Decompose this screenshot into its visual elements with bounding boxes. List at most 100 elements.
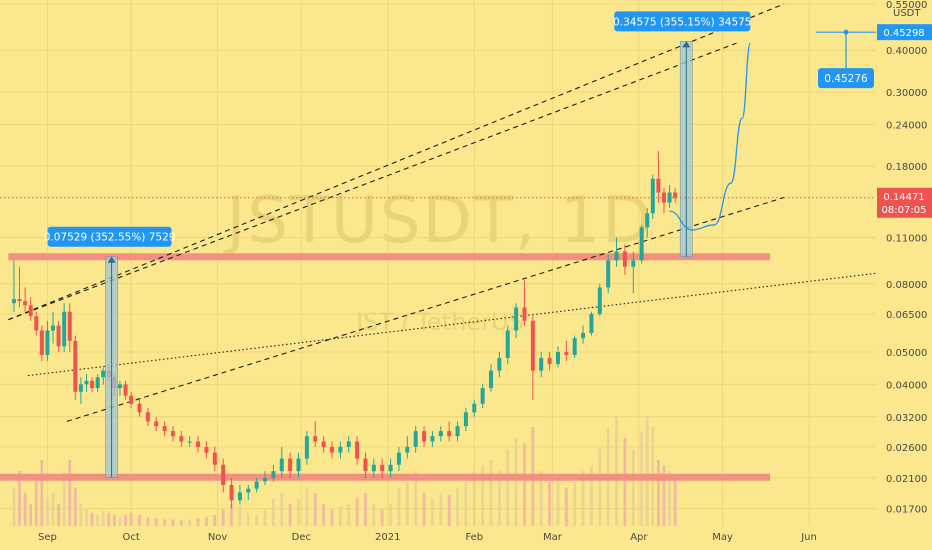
candle-body [522,307,527,321]
volume-bar [188,519,192,526]
x-tick-label: Oct [122,532,139,543]
volume-bar [205,517,208,526]
candle-body [17,299,22,302]
volume-bar [40,460,44,526]
price-badges: 0.14471 08:07:05 0.45298 [877,24,932,218]
candle [656,150,661,203]
candle [162,421,167,437]
volume-bar [213,515,217,526]
candle [338,441,343,459]
target-callout-label: 0.45276 [824,73,868,85]
candle-body [497,357,502,371]
candle [39,325,44,362]
candle-body [455,426,460,437]
trendlines[interactable] [8,3,877,422]
volume-bar [322,504,326,526]
y-tick-label: 0.11000 [886,234,927,245]
candle-body [179,436,184,442]
x-tick-label: Feb [465,532,483,543]
candle-body [254,481,259,489]
support-zones[interactable] [0,253,770,481]
projection-path[interactable] [669,42,752,231]
candle [95,373,100,392]
candle [555,346,560,368]
trendline-2[interactable] [66,196,785,422]
volume-bar [288,504,292,526]
volume-bar [221,509,225,526]
support-zone-1[interactable] [0,473,770,481]
y-tick-label: 0.55000 [886,0,927,11]
candle [73,335,78,400]
support-zone-0[interactable] [8,253,770,261]
volume-bar [397,487,401,526]
candle [438,426,443,442]
volume-bar [581,471,585,526]
volume-bar [85,509,88,526]
candle-body [78,384,83,392]
volume-bar [280,493,284,526]
candle [137,399,142,417]
measure-tools[interactable]: 0.07529 (352.55%) 7529 0.34575 (355.15%) … [44,11,752,478]
candle-body [673,192,678,198]
time-axis-panel [0,526,876,550]
candle [321,436,326,453]
volume-bar [34,476,38,526]
candle [313,421,318,447]
candle [329,441,334,459]
candle-body [505,330,510,358]
volume-bar [57,504,60,526]
candle [639,224,644,264]
candle [296,452,301,478]
trendline-0[interactable] [8,42,737,321]
volume-bar [118,517,122,526]
volume-bar [196,518,200,526]
candle [447,421,452,442]
x-tick-label: Apr [630,532,648,543]
volume-bar [497,471,501,526]
candle-body [555,352,560,365]
candle-body [246,488,251,493]
candle [204,441,209,459]
candle-body [631,260,636,267]
candle-body [51,325,56,331]
candle-body [187,441,192,443]
candle [463,407,468,432]
y-tick-label: 0.18000 [886,162,927,173]
candle [650,174,655,220]
candle-body [430,436,435,442]
candle [123,380,128,400]
candle-body [212,452,217,465]
candle [430,431,435,447]
projection-curve[interactable]: 0.45276 [669,29,876,231]
price-axis[interactable]: USDT 0.55000 0.40000 0.30000 0.24000 0.18000… [876,0,932,550]
candle [514,303,519,339]
volume-bar [73,487,77,526]
candle-body [39,330,44,355]
candle-body [380,464,385,472]
candle [288,452,293,478]
candle-body [117,384,122,389]
candle [23,287,28,312]
volume-bar [96,515,100,526]
volume-bar [556,476,560,526]
currency-label: USDT [893,8,921,19]
candle-body [321,441,326,447]
candle-body [204,446,209,453]
candle [279,446,284,478]
candle-body [271,471,276,478]
candle [346,436,351,453]
candle [78,377,83,404]
time-axis[interactable]: Sep Oct Nov Dec 2021 Feb Mar Apr May Jun [0,526,876,550]
candle [304,431,309,465]
volume-bar [439,493,443,526]
volume-bar [405,482,409,526]
y-tick-label: 0.02100 [886,474,927,485]
current-price-badge [877,187,932,218]
candle-body [530,320,535,371]
volume-bar [79,504,83,526]
trendline-1[interactable] [8,3,785,321]
candle-body [463,412,468,427]
